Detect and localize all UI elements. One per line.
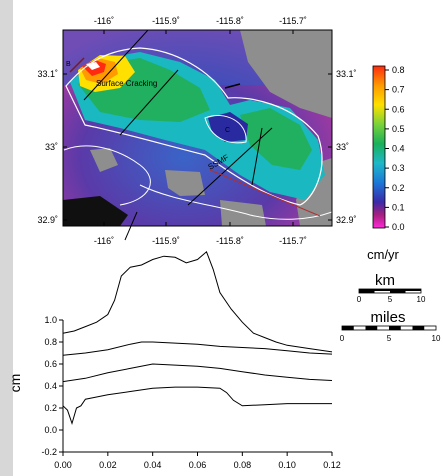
scale-km-label: km (375, 272, 395, 289)
map-right-tick: 32.9˚ (336, 215, 357, 225)
colorbar-unit: cm/yr (367, 247, 399, 262)
map-right-tick: 33.1˚ (336, 69, 357, 79)
colorbar: 0.8 0.7 0.6 0.5 0.4 0.3 0.2 0.1 0.0 cm/yr (367, 65, 404, 262)
map-right-tick: 33˚ (336, 142, 349, 152)
series-line-3 (62, 363, 333, 383)
scale-miles-tick: 0 (340, 334, 345, 343)
map-left-tick: 33.1˚ (37, 69, 58, 79)
scale-km-tick: 0 (357, 295, 362, 304)
y-tick-label: -0.2 (41, 447, 57, 457)
scale-bar-km: km 0 5 10 (357, 272, 426, 304)
map-frame (62, 29, 333, 227)
map-top-tick: -115.7˚ (279, 16, 307, 26)
x-tick-label: 0.00 (54, 460, 72, 470)
colorbar-tick-label: 0.6 (392, 104, 405, 114)
y-tick-label: 0.2 (44, 403, 57, 413)
map-contour (65, 47, 323, 206)
map-top-tick: -115.8˚ (216, 16, 244, 26)
chart-axes: 0.00 0.02 0.04 0.06 0.08 0.10 0.12 -0.2 0.0 0.2 0.… (41, 315, 340, 470)
map-bottom-x-ticks: -116˚ -115.9˚ -115.8˚ -115.7˚ (94, 222, 307, 246)
colorbar-tick-label: 0.0 (392, 222, 405, 232)
map-left-y-ticks: 33.1˚ 33˚ 32.9˚ (37, 69, 67, 225)
scale-bar-miles: miles 0 5 10 (340, 309, 441, 343)
y-tick-label: 0.8 (44, 337, 57, 347)
map-top-x-ticks: -116˚ -115.9˚ -115.8˚ -115.7˚ (94, 16, 307, 34)
y-axis-label: cm (7, 374, 23, 393)
map-bottom-tick: -115.9˚ (152, 236, 180, 246)
colorbar-tick-label: 0.5 (392, 124, 405, 134)
fault-line (83, 30, 149, 101)
series-line-4 (62, 386, 332, 426)
x-tick-label: 0.08 (234, 460, 252, 470)
chart-series-group (62, 250, 333, 426)
x-tick-label: 0.06 (189, 460, 207, 470)
scale-miles-tick: 5 (387, 334, 392, 343)
map-right-y-ticks: 33.1˚ 33˚ 32.9˚ (328, 69, 357, 225)
colorbar-tick-label: 0.8 (392, 65, 405, 75)
scale-km-tick: 10 (417, 295, 426, 304)
map-bottom-tick: -116˚ (94, 236, 114, 246)
series-line-1 (62, 250, 333, 353)
map-left-tick: 33˚ (45, 142, 58, 152)
colorbar-tick-label: 0.1 (392, 202, 405, 212)
no-data-area (240, 30, 332, 118)
map-bottom-tick: -115.8˚ (216, 236, 244, 246)
y-tick-label: 0.4 (44, 381, 57, 391)
y-tick-label: 0.6 (44, 359, 57, 369)
map-top-tick: -116˚ (94, 16, 114, 26)
x-tick-label: 0.02 (99, 460, 117, 470)
label-fault-left: B (66, 61, 71, 68)
left-edge-band (0, 0, 13, 476)
colorbar-tick-label: 0.4 (392, 144, 405, 154)
x-tick-label: 0.12 (323, 460, 341, 470)
colorbar-ramp (372, 65, 386, 229)
map-left-tick: 32.9˚ (37, 215, 58, 225)
x-tick-label: 0.10 (278, 460, 296, 470)
scale-miles-label: miles (370, 309, 405, 326)
colorbar-ticks: 0.8 0.7 0.6 0.5 0.4 0.3 0.2 0.1 0.0 (385, 65, 405, 232)
map-bottom-tick: -115.7˚ (279, 236, 307, 246)
y-tick-label: 1.0 (44, 315, 57, 325)
series-line-2 (62, 341, 333, 356)
label-surface-cracking: Surface Cracking (96, 79, 157, 88)
map-top-tick: -115.9˚ (152, 16, 180, 26)
scale-km-tick: 5 (388, 295, 393, 304)
y-tick-label: 0.0 (44, 425, 57, 435)
label-fault-right: C (225, 127, 230, 134)
profile-location-marker (124, 211, 138, 241)
scale-miles-tick: 10 (432, 334, 441, 343)
colorbar-tick-label: 0.7 (392, 85, 405, 95)
profile-chart: 0.00 0.02 0.04 0.06 0.08 0.10 0.12 -0.2 0.0 0.2 0.… (7, 211, 341, 470)
map-image (63, 30, 332, 226)
colorbar-tick-label: 0.2 (392, 183, 405, 193)
x-tick-label: 0.04 (144, 460, 162, 470)
colorbar-tick-label: 0.3 (392, 163, 405, 173)
insar-map: Surface Cracking SSMF B C -116˚ -115.9˚ … (37, 16, 356, 246)
